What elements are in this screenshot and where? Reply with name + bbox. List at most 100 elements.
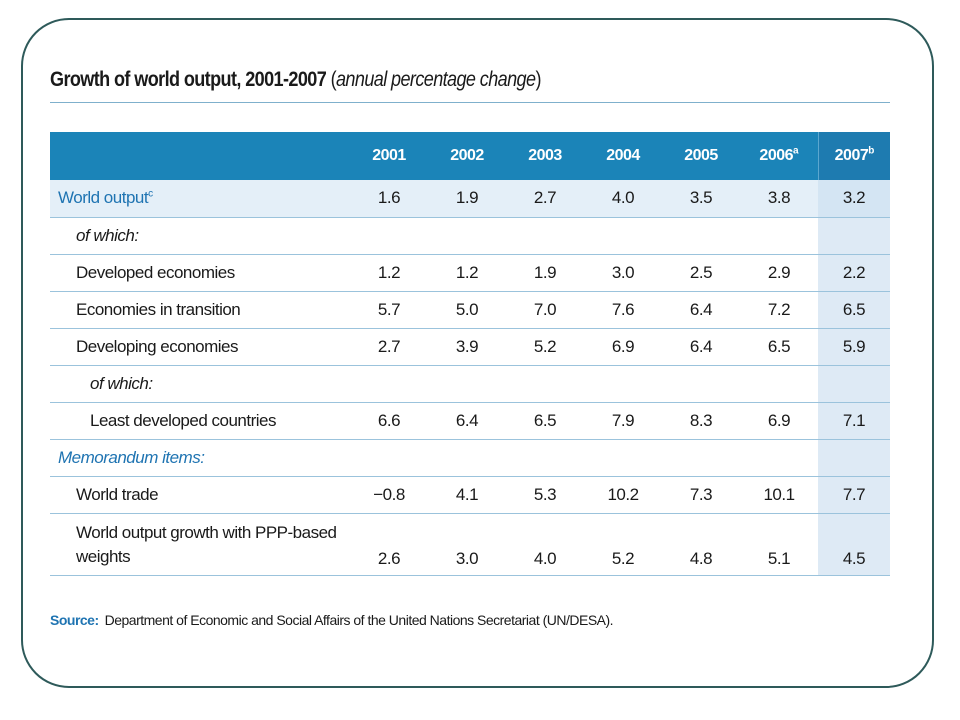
value-cell (662, 439, 740, 477)
header-year-text: 2001 (372, 147, 406, 164)
value-cell: 10.2 (584, 476, 662, 514)
value-cell: 3.0 (584, 254, 662, 292)
value-cell: 6.5 (506, 402, 584, 440)
row-label-text: Developed economies (76, 262, 235, 282)
value-cell: 7.1 (818, 402, 890, 440)
value-cell (428, 439, 506, 477)
value-cell: 3.9 (428, 328, 506, 366)
value-cell (662, 217, 740, 255)
value-cell: 4.8 (662, 513, 740, 576)
value-cell: 5.2 (584, 513, 662, 576)
table-title-note: annual percentage change (335, 68, 536, 91)
row-label: World trade (50, 476, 350, 514)
row-label: Memorandum items: (50, 439, 350, 477)
header-year-text: 2003 (528, 147, 562, 164)
table-header-row: 2001 2002 2003 2004 2005 2006a 2007b (50, 132, 890, 180)
row-label-text: Economies in transition (76, 299, 241, 319)
value-cell (740, 439, 818, 477)
value-cell: 6.5 (740, 328, 818, 366)
row-label: Developing economies (50, 328, 350, 366)
row-label-text: World trade (76, 484, 159, 504)
row-label: World outputc (50, 180, 350, 218)
value-cell (428, 217, 506, 255)
value-cell: 2.2 (818, 254, 890, 292)
value-cell: 1.6 (350, 180, 428, 218)
table-row: Developing economies 2.7 3.9 5.2 6.9 6.4 6.5 5.… (50, 328, 890, 366)
value-cell: 6.4 (662, 291, 740, 329)
row-label: Least developed countries (50, 402, 350, 440)
row-label-text: Memorandum items: (58, 447, 205, 467)
value-cell (662, 365, 740, 403)
value-cell: 7.9 (584, 402, 662, 440)
row-footnote-marker: c (148, 188, 153, 200)
value-cell: 1.2 (350, 254, 428, 292)
value-cell: −0.8 (350, 476, 428, 514)
value-cell (584, 439, 662, 477)
table-title-main: Growth of world output, 2001-2007 (50, 68, 327, 91)
value-cell: 2.7 (506, 180, 584, 218)
value-cell (584, 365, 662, 403)
value-cell: 2.6 (350, 513, 428, 576)
value-cell (506, 439, 584, 477)
value-cell (350, 365, 428, 403)
value-cell: 7.0 (506, 291, 584, 329)
value-cell: 5.0 (428, 291, 506, 329)
value-cell: 6.6 (350, 402, 428, 440)
value-cell: 5.3 (506, 476, 584, 514)
header-year-2: 2003 (506, 132, 584, 180)
row-label-text: World output (58, 188, 149, 208)
value-cell: 1.2 (428, 254, 506, 292)
header-year-5: 2006a (740, 132, 818, 180)
header-label-cell (50, 132, 350, 180)
title-divider (50, 102, 890, 103)
table-row: Economies in transition 5.7 5.0 7.0 7.6 6.4 7.… (50, 291, 890, 329)
value-cell: 7.2 (740, 291, 818, 329)
value-cell (428, 365, 506, 403)
value-cell (584, 217, 662, 255)
row-label-text: of which: (90, 373, 153, 393)
header-year-text: 2004 (606, 147, 640, 164)
value-cell (818, 217, 890, 255)
source-label: Source: (50, 612, 99, 628)
title-paren-close: ) (535, 68, 541, 91)
source-note: Source: Department of Economic and Social… (50, 612, 614, 628)
value-cell: 5.9 (818, 328, 890, 366)
value-cell: 3.0 (428, 513, 506, 576)
value-cell: 2.9 (740, 254, 818, 292)
value-cell (818, 439, 890, 477)
header-year-4: 2005 (662, 132, 740, 180)
row-label: Developed economies (50, 254, 350, 292)
value-cell: 6.9 (740, 402, 818, 440)
header-year-text: 2006 (759, 147, 794, 164)
row-label-text: Developing economies (76, 336, 239, 356)
source-text: Department of Economic and Social Affair… (104, 612, 614, 628)
row-label-text: of which: (76, 225, 139, 245)
value-cell: 1.9 (506, 254, 584, 292)
value-cell: 4.0 (506, 513, 584, 576)
title-paren-open: ( (326, 68, 337, 91)
value-cell: 7.7 (818, 476, 890, 514)
value-cell (740, 217, 818, 255)
value-cell: 7.6 (584, 291, 662, 329)
header-year-1: 2002 (428, 132, 506, 180)
table-row: Memorandum items: (50, 439, 890, 477)
value-cell (740, 365, 818, 403)
value-cell: 5.2 (506, 328, 584, 366)
table-row: Developed economies 1.2 1.2 1.9 3.0 2.5 2.9 2.2 (50, 254, 890, 292)
slide-frame (21, 18, 934, 688)
value-cell: 2.7 (350, 328, 428, 366)
row-label: Economies in transition (50, 291, 350, 329)
value-cell: 1.9 (428, 180, 506, 218)
value-cell (818, 365, 890, 403)
value-cell: 3.5 (662, 180, 740, 218)
value-cell: 5.7 (350, 291, 428, 329)
table-row: World outputc 1.6 1.9 2.7 4.0 3.5 3.8 3.2 (50, 180, 890, 218)
value-cell: 8.3 (662, 402, 740, 440)
value-cell: 10.1 (740, 476, 818, 514)
value-cell: 6.4 (662, 328, 740, 366)
value-cell: 6.5 (818, 291, 890, 329)
header-year-text: 2005 (684, 147, 718, 164)
value-cell (506, 365, 584, 403)
value-cell: 6.9 (584, 328, 662, 366)
value-cell: 3.2 (818, 180, 890, 218)
